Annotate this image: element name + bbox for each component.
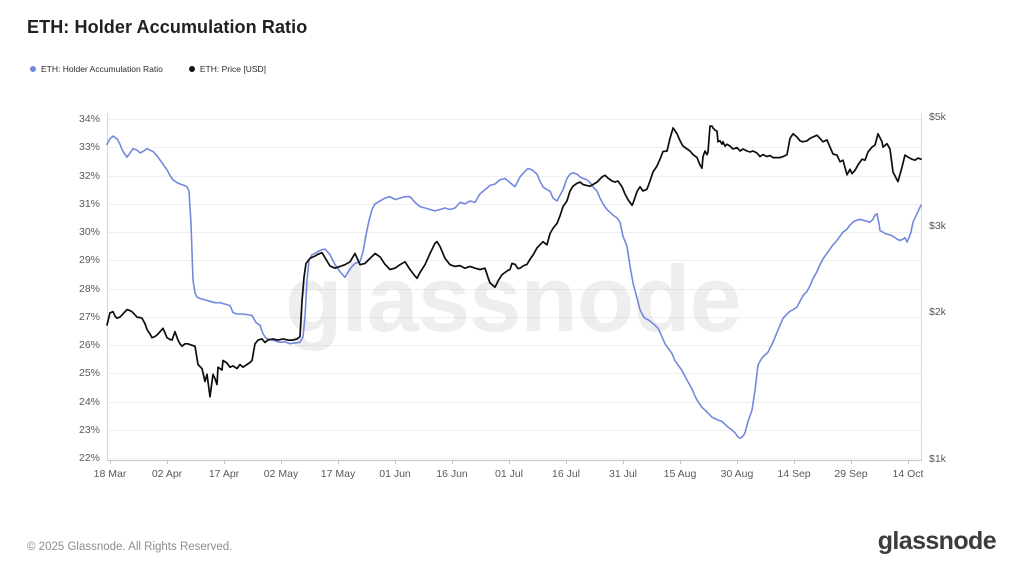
x-axis-label: 14 Sep <box>777 468 811 480</box>
x-axis-tick <box>680 460 681 464</box>
glassnode-logo: glassnode <box>877 527 997 555</box>
y-axis-label: 24% <box>78 395 100 408</box>
y-axis-label: 27% <box>78 310 100 323</box>
y-axis-label: 25% <box>78 367 100 380</box>
y-axis-label: 30% <box>78 226 100 239</box>
x-axis-tick <box>224 460 225 464</box>
gridline <box>107 458 922 460</box>
x-axis-tick <box>167 460 168 464</box>
legend-item-ratio: ETH: Holder Accumulation Ratio <box>30 64 163 74</box>
page-title: ETH: Holder Accumulation Ratio <box>27 17 308 37</box>
price-axis-label: $5k <box>929 111 946 123</box>
gridline <box>107 429 922 431</box>
price-axis-label: $3k <box>929 219 946 232</box>
x-axis-label: 02 May <box>263 468 299 480</box>
legend-dot-price-icon <box>188 66 195 72</box>
x-axis-tick <box>623 460 624 464</box>
x-axis-label: 16 Jul <box>551 468 581 480</box>
legend: ETH: Holder Accumulation Ratio ETH: Pric… <box>30 64 266 74</box>
y-axis-label: 29% <box>78 254 100 267</box>
gridline <box>107 119 922 120</box>
x-axis-label: 18 Mar <box>93 468 127 480</box>
gridline <box>107 401 922 403</box>
x-axis-tick <box>281 460 282 464</box>
x-axis-tick <box>737 460 738 464</box>
y-axis-label: 22% <box>78 452 100 465</box>
x-axis-tick <box>509 460 510 464</box>
x-axis-label: 29 Sep <box>834 468 868 480</box>
x-axis-label: 17 Apr <box>208 468 240 480</box>
y-axis-label: 23% <box>78 423 100 436</box>
legend-item-price: ETH: Price [USD] <box>188 64 267 74</box>
y-axis-label: 33% <box>78 141 100 154</box>
gridline <box>107 147 922 149</box>
x-axis-tick <box>851 460 852 464</box>
x-axis-label: 15 Aug <box>663 468 697 480</box>
y-axis-label: 26% <box>78 339 100 352</box>
y-axis-label: 31% <box>78 197 100 210</box>
gridline <box>107 203 922 205</box>
x-axis-tick <box>566 460 567 464</box>
copyright-text: © 2025 Glassnode. All Rights Reserved. <box>27 541 233 553</box>
plot-left-border <box>107 113 108 460</box>
x-axis-label: 01 Jun <box>379 468 411 480</box>
y-axis-label: 28% <box>78 282 100 295</box>
price-axis-label: $1k <box>929 453 946 465</box>
legend-dot-ratio-icon <box>30 66 36 72</box>
gridline <box>107 373 922 375</box>
x-axis-label: 17 May <box>320 468 356 480</box>
x-axis-label: 01 Jul <box>494 468 524 480</box>
x-axis-label: 16 Jun <box>436 468 468 480</box>
y-axis-label: 34% <box>78 113 100 125</box>
x-axis-line <box>107 460 922 461</box>
glassnode-watermark: glassnode <box>285 246 742 351</box>
legend-label-price: ETH: Price [USD] <box>199 64 267 74</box>
x-axis-tick <box>338 460 339 464</box>
x-axis-tick <box>908 460 909 464</box>
price-axis-label: $2k <box>929 305 946 318</box>
x-axis-label: 30 Aug <box>720 468 754 480</box>
legend-label-ratio: ETH: Holder Accumulation Ratio <box>41 64 163 74</box>
x-axis-tick <box>794 460 795 464</box>
x-axis-tick <box>395 460 396 464</box>
x-axis-label: 31 Jul <box>608 468 638 480</box>
x-axis-label: 02 Apr <box>151 468 183 480</box>
x-axis-label: 14 Oct <box>892 468 924 480</box>
x-axis-tick <box>110 460 111 464</box>
y-axis-label: 32% <box>78 169 100 182</box>
plot-right-border <box>921 113 922 460</box>
gridline <box>107 175 922 177</box>
x-axis-tick <box>452 460 453 464</box>
gridline <box>107 232 922 234</box>
